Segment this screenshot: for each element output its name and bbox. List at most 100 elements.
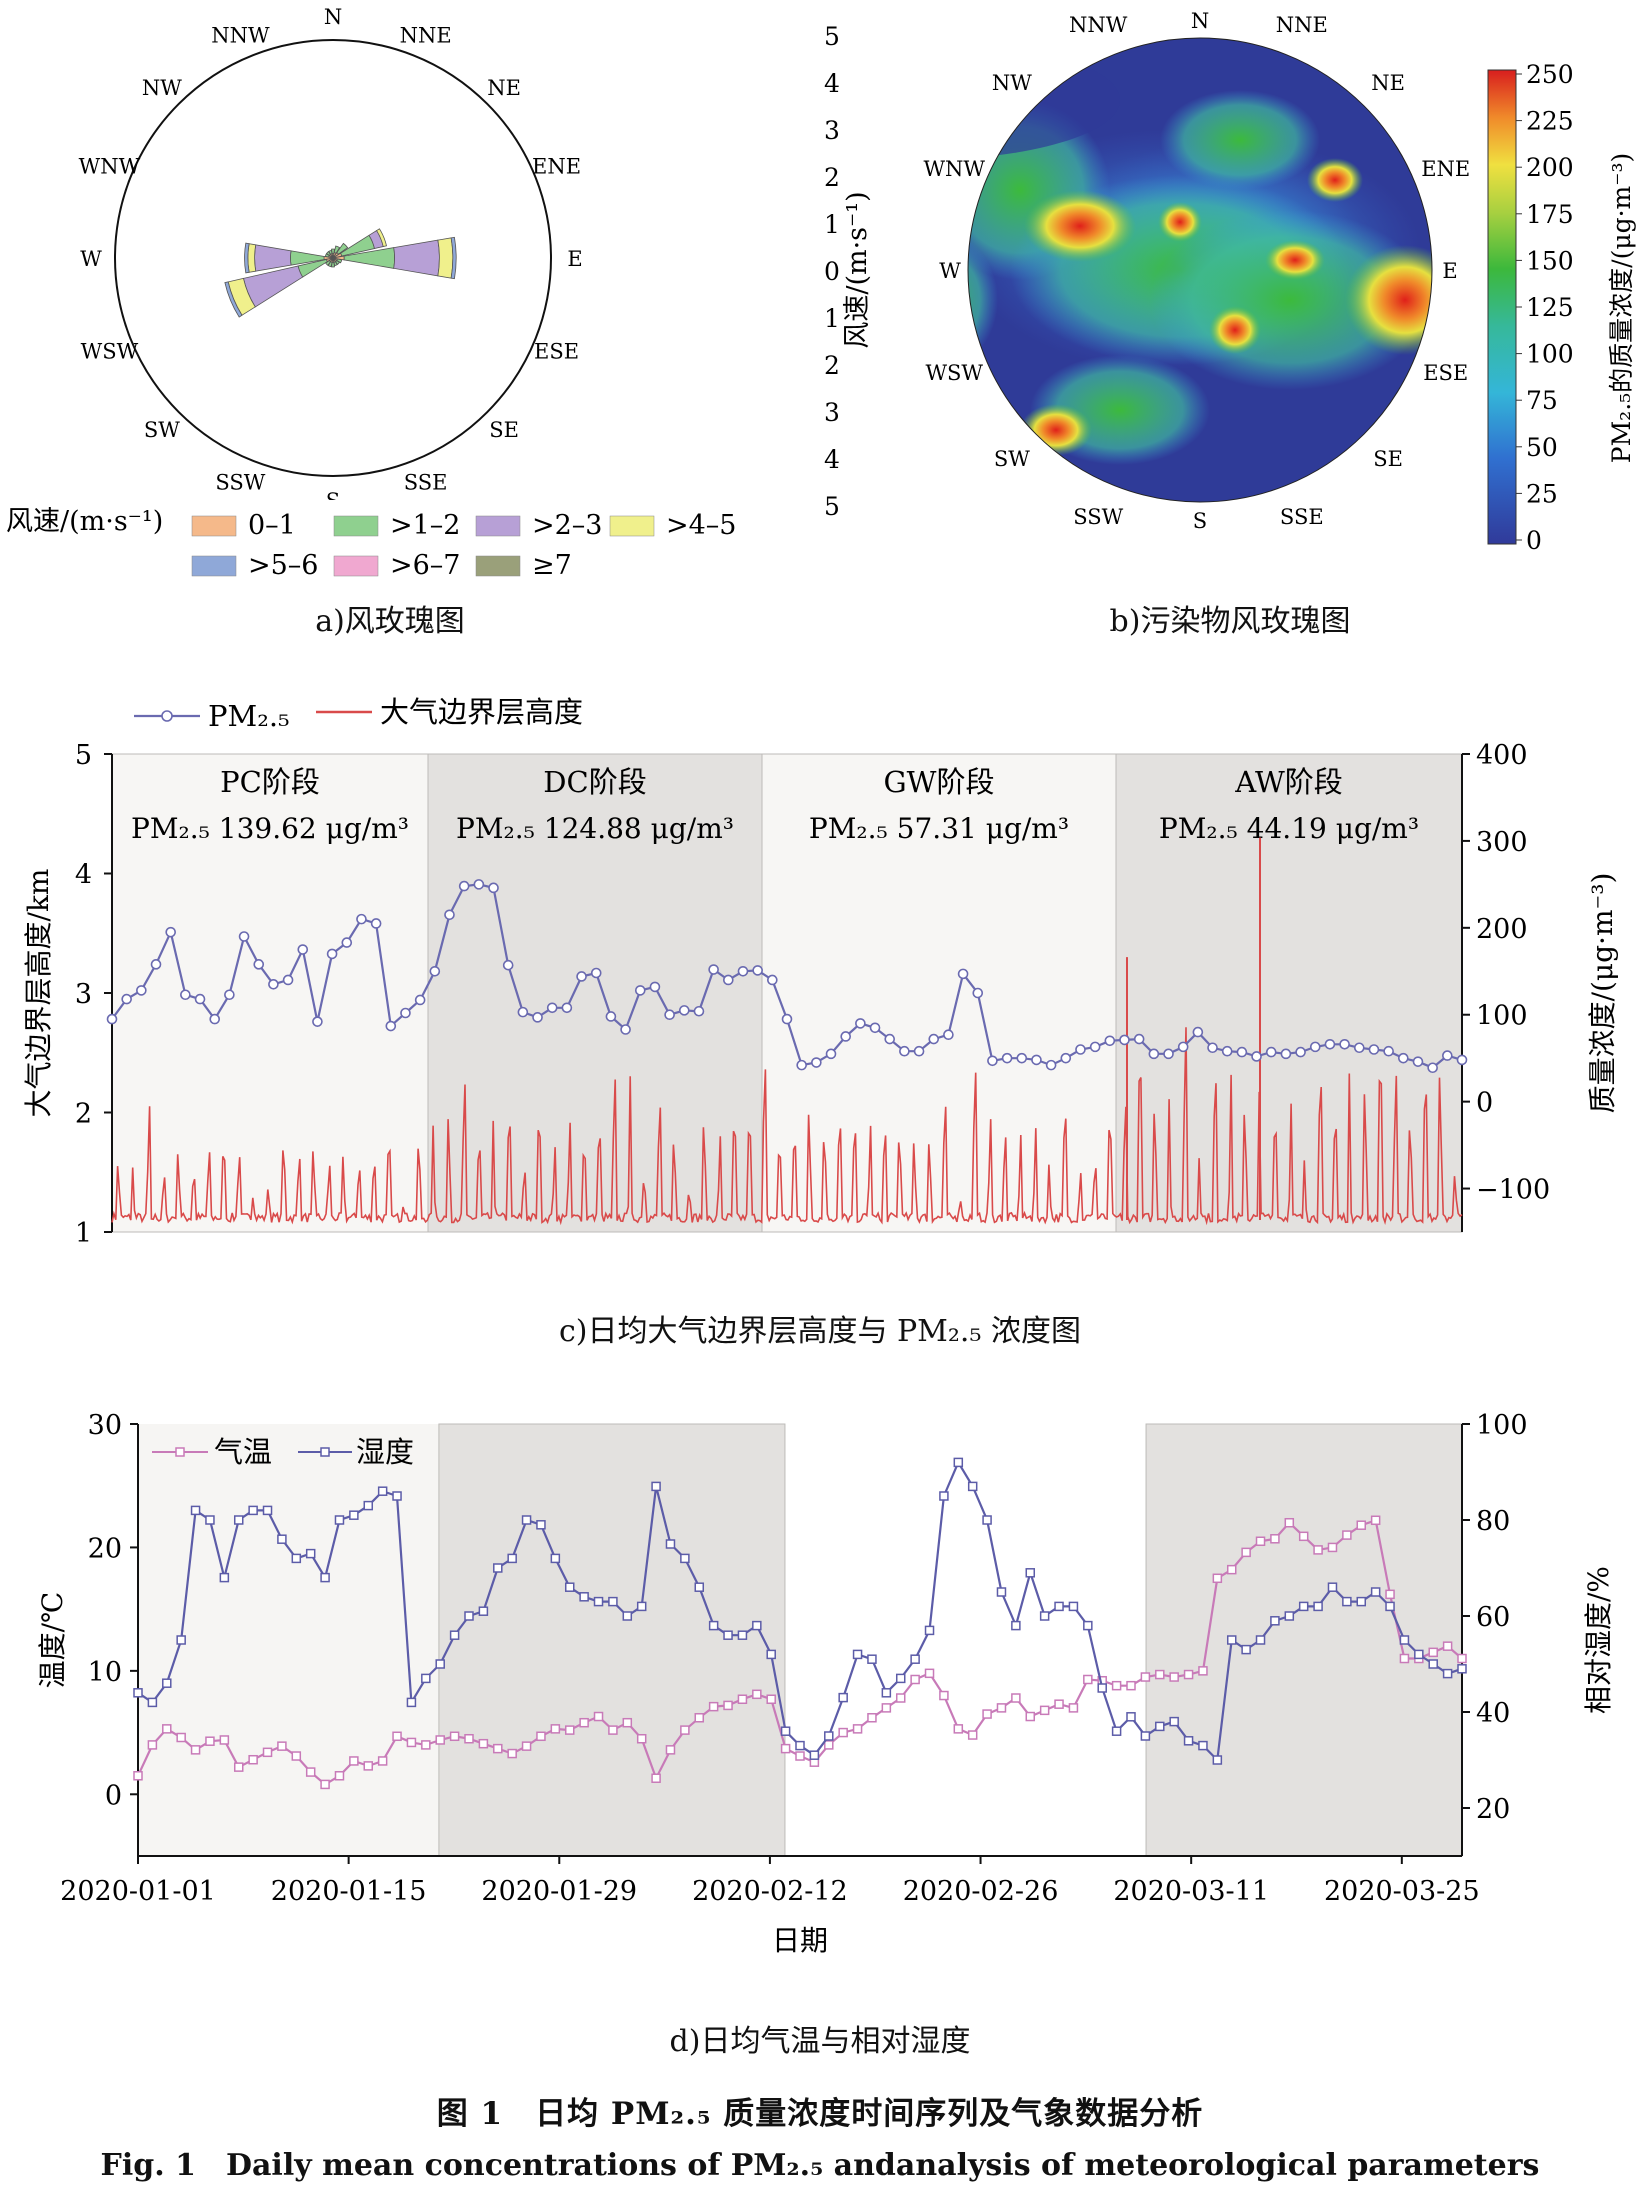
humidity-point: [665, 1539, 676, 1549]
legend-label: >5–6: [248, 550, 318, 581]
temperature-point: [1140, 1672, 1151, 1682]
wind-rose-petal-segment: [393, 239, 440, 277]
temperature-point: [377, 1756, 388, 1766]
humidity-point: [1370, 1587, 1381, 1597]
caption-b: b)污染物风玫瑰图: [1109, 604, 1351, 639]
humidity-point: [838, 1692, 848, 1703]
humidity-point: [334, 1515, 345, 1525]
temperature-point: [1111, 1680, 1122, 1691]
wind-rose-petal-segment: [224, 281, 243, 318]
pm25-point: [605, 1011, 617, 1022]
pm25-point: [708, 964, 719, 975]
legend-swatch: [333, 555, 379, 577]
pm25-point: [1207, 1042, 1218, 1054]
phase-pm-label: PM₂.₅ 44.19 μg/m³: [1159, 812, 1419, 845]
humidity-point: [478, 1606, 489, 1616]
humidity-point: [1198, 1740, 1208, 1751]
y-right-axis-label: 质量浓度/(μg·m⁻³): [1586, 873, 1619, 1114]
humidity-point: [809, 1750, 820, 1760]
x-tick-label: 2020-02-26: [903, 1876, 1059, 1907]
pollution-rose-radial-ticks: 5 4 3 2 1 0 1 2 3 4 5: [824, 22, 840, 521]
humidity-point: [881, 1688, 892, 1698]
pm25-point: [385, 1020, 397, 1032]
legend-humidity-label: 湿度: [356, 1435, 414, 1469]
pm25-point: [532, 1012, 543, 1023]
pm25-point: [943, 1029, 954, 1041]
pm25-point: [1427, 1062, 1438, 1074]
direction-label: SE: [1373, 447, 1403, 471]
humidity-point: [1313, 1601, 1323, 1612]
temperature-point: [1212, 1573, 1223, 1584]
legend-temperature-marker: [175, 1447, 185, 1457]
pm25-point: [752, 965, 763, 976]
temperature-point: [723, 1700, 733, 1711]
pm25-point: [165, 926, 176, 938]
pm25-point: [972, 987, 984, 999]
direction-label: S: [1193, 509, 1207, 533]
direction-label: SW: [994, 447, 1030, 471]
x-tick-label: 2020-03-25: [1324, 1876, 1480, 1907]
direction-label: NW: [992, 71, 1032, 95]
temperature-point: [1255, 1536, 1266, 1547]
temperature-point: [1241, 1547, 1251, 1558]
pm25-point: [224, 989, 235, 1001]
direction-label: E: [567, 247, 582, 271]
pm25-point: [370, 918, 382, 929]
pm25-point: [1251, 1051, 1262, 1062]
temperature-point: [910, 1674, 920, 1685]
pollution-rose-disc: [968, 38, 1432, 502]
pm25-point: [297, 944, 309, 955]
temperature-point: [550, 1724, 561, 1734]
direction-label: N: [324, 5, 342, 29]
pm25-point: [502, 959, 514, 971]
y-left-axis-label: 大气边界层高度/km: [22, 869, 55, 1118]
pollution-rose-chart: N NNE NE ENE E ESE SE SSE S SSW SW WSW W WNW NW NNW 5 4 3…: [824, 9, 1470, 533]
colorbar-tick-label: 225: [1526, 107, 1574, 136]
temperature-point: [1313, 1545, 1323, 1555]
pm25-point: [1119, 1034, 1130, 1046]
shaded-period: [1145, 1423, 1463, 1857]
temperature-point: [982, 1709, 992, 1719]
direction-label: NW: [142, 76, 182, 100]
radial-tick-label: 4: [824, 69, 840, 98]
humidity-point: [277, 1534, 287, 1544]
phase-pm-label: PM₂.₅ 124.88 μg/m³: [456, 812, 734, 845]
legend-humidity-marker: [320, 1447, 330, 1457]
humidity-point: [1226, 1635, 1237, 1645]
humidity-point: [190, 1505, 201, 1516]
pm25-point: [1265, 1046, 1277, 1058]
humidity-point: [1183, 1736, 1194, 1746]
caption-c: c)日均大气边界层高度与 PM₂.₅ 浓度图: [558, 1314, 1082, 1349]
legend-swatch: [191, 515, 237, 537]
temperature-point: [1155, 1669, 1165, 1680]
legend-label: >1–2: [390, 510, 460, 541]
humidity-point: [780, 1726, 791, 1736]
humidity-point: [1140, 1731, 1151, 1741]
direction-label: SE: [489, 418, 519, 442]
y-right-tick-label: 100: [1476, 1001, 1528, 1032]
temperature-point: [277, 1741, 287, 1751]
pm25-point: [811, 1057, 822, 1068]
pm25-point: [1016, 1052, 1028, 1064]
y-right-tick-label: 80: [1476, 1506, 1510, 1537]
y-right-tick-label: 40: [1476, 1698, 1510, 1729]
direction-label: S: [326, 489, 340, 500]
y-left-tick-label: 30: [88, 1410, 122, 1441]
humidity-point: [176, 1635, 186, 1645]
temperature-point: [1183, 1669, 1194, 1680]
pm25-point: [1309, 1041, 1321, 1053]
humidity-point: [895, 1673, 906, 1684]
direction-label: SSE: [1280, 505, 1324, 529]
pm25-point: [458, 880, 470, 892]
humidity-point: [162, 1678, 172, 1688]
radial-tick-label: 0: [824, 257, 840, 286]
colorbar-tick-label: 125: [1526, 293, 1574, 322]
pm25-point: [590, 967, 602, 979]
temperature-point: [1370, 1515, 1381, 1526]
pm25-point: [312, 1016, 323, 1027]
pm25-point: [1163, 1048, 1174, 1060]
temperature-point: [564, 1725, 575, 1735]
humidity-point: [1054, 1601, 1064, 1612]
wind-rose-direction-labels: N NNE NE ENE E ESE SE SSE S SSW SW WSW W WNW NW NNW: [79, 5, 583, 500]
legend-label: >4–5: [666, 510, 736, 541]
